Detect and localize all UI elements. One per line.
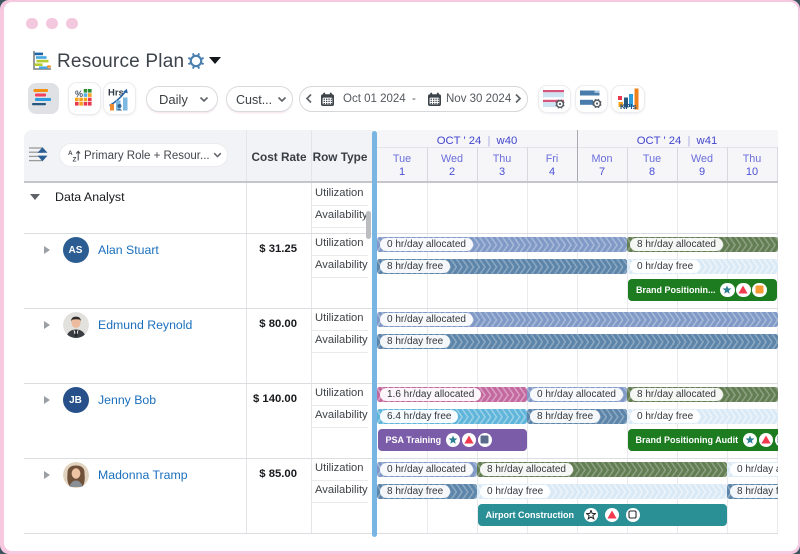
svg-text:KPIs: KPIs: [620, 102, 637, 110]
svg-text:%: %: [75, 89, 83, 99]
svg-text:Hrs: Hrs: [108, 87, 124, 98]
svg-text:Z: Z: [73, 157, 77, 163]
svg-text:A: A: [68, 150, 73, 157]
